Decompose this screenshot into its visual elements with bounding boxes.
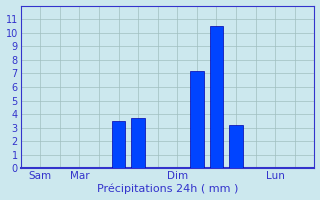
Bar <box>210 26 223 168</box>
Bar <box>131 118 145 168</box>
Bar <box>112 121 125 168</box>
Bar <box>229 125 243 168</box>
X-axis label: Précipitations 24h ( mm ): Précipitations 24h ( mm ) <box>97 184 238 194</box>
Bar <box>190 71 204 168</box>
